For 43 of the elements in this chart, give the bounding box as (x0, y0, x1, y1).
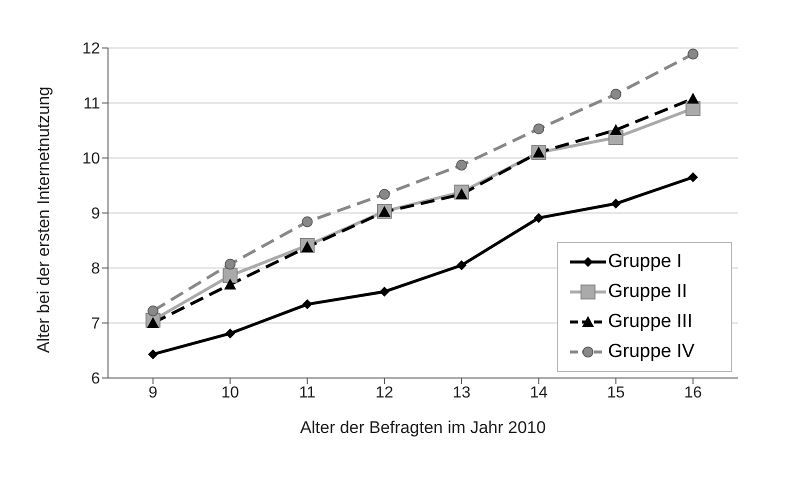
point (533, 123, 544, 134)
x-tick-label: 11 (298, 384, 316, 402)
point (687, 92, 699, 104)
y-tick-label: 11 (83, 96, 100, 113)
y-tick-label: 12 (82, 40, 100, 58)
point (610, 124, 622, 135)
point (534, 212, 544, 223)
y-tick-label: 10 (82, 150, 100, 168)
y-tick-label: 9 (91, 206, 100, 223)
point (379, 286, 390, 297)
x-tick-label: 9 (148, 384, 158, 402)
point (456, 188, 468, 200)
point (148, 349, 158, 360)
x-axis-title: Alter der Befragten im Jahr 2010 (300, 418, 546, 437)
x-tick-label: 13 (452, 384, 471, 402)
point (148, 306, 158, 316)
point (456, 160, 467, 171)
point (301, 241, 314, 252)
x-tick-label: 16 (684, 384, 702, 402)
y-tick-label: 6 (91, 370, 100, 388)
x-tick-label: 15 (606, 384, 625, 402)
y-tick-label: 7 (91, 316, 100, 333)
x-tick-label: 12 (376, 384, 394, 402)
legend-label: Gruppe I (608, 251, 682, 273)
y-tick-label: 8 (91, 260, 100, 278)
legend-label: Gruppe IV (608, 341, 695, 363)
legend-label: Gruppe III (608, 311, 692, 333)
point (688, 172, 698, 182)
point (379, 188, 390, 200)
point (225, 328, 236, 338)
point (688, 48, 698, 60)
point (456, 260, 467, 270)
point (610, 198, 621, 209)
point (610, 88, 622, 100)
legend-label: Gruppe II (608, 281, 688, 303)
y-axis-title: Alter bei der ersten Internetnutzung (34, 86, 54, 353)
x-tick-label: 10 (221, 384, 240, 402)
point (302, 216, 313, 228)
point (302, 299, 312, 310)
point (222, 268, 238, 284)
point (224, 278, 236, 290)
point (224, 258, 236, 270)
x-tick-label: 14 (530, 384, 548, 402)
